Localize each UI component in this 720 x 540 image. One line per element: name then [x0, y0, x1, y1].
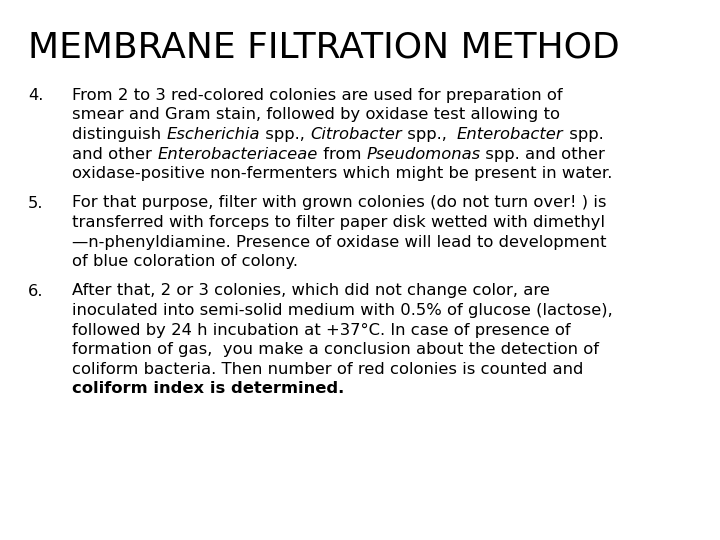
Text: —n-phenyldiamine. Presence of oxidase will lead to development: —n-phenyldiamine. Presence of oxidase wi…: [72, 234, 606, 249]
Text: of blue coloration of colony.: of blue coloration of colony.: [72, 254, 298, 269]
Text: MEMBRANE FILTRATION METHOD: MEMBRANE FILTRATION METHOD: [28, 30, 620, 64]
Text: 4.: 4.: [28, 88, 43, 103]
Text: distinguish: distinguish: [72, 127, 166, 142]
Text: Enterobacter: Enterobacter: [457, 127, 564, 142]
Text: Enterobacteriaceae: Enterobacteriaceae: [157, 146, 318, 161]
Text: spp.: spp.: [564, 127, 603, 142]
Text: 5.: 5.: [28, 195, 43, 211]
Text: After that, 2 or 3 colonies, which did not change color, are: After that, 2 or 3 colonies, which did n…: [72, 284, 550, 299]
Text: followed by 24 h incubation at +37°C. In case of presence of: followed by 24 h incubation at +37°C. In…: [72, 322, 571, 338]
Text: spp.,: spp.,: [260, 127, 310, 142]
Text: transferred with forceps to filter paper disk wetted with dimethyl: transferred with forceps to filter paper…: [72, 215, 605, 230]
Text: from: from: [318, 146, 366, 161]
Text: Pseudomonas: Pseudomonas: [366, 146, 480, 161]
Text: coliform index is determined.: coliform index is determined.: [72, 381, 344, 396]
Text: smear and Gram stain, followed by oxidase test allowing to: smear and Gram stain, followed by oxidas…: [72, 107, 560, 123]
Text: From 2 to 3 red-colored colonies are used for preparation of: From 2 to 3 red-colored colonies are use…: [72, 88, 562, 103]
Text: 6.: 6.: [28, 284, 43, 299]
Text: spp. and other: spp. and other: [480, 146, 606, 161]
Text: and other: and other: [72, 146, 157, 161]
Text: oxidase-positive non-fermenters which might be present in water.: oxidase-positive non-fermenters which mi…: [72, 166, 613, 181]
Text: coliform bacteria. Then number of red colonies is counted and: coliform bacteria. Then number of red co…: [72, 361, 583, 376]
Text: formation of gas,  you make a conclusion about the detection of: formation of gas, you make a conclusion …: [72, 342, 599, 357]
Text: inoculated into semi-solid medium with 0.5% of glucose (lactose),: inoculated into semi-solid medium with 0…: [72, 303, 613, 318]
Text: Escherichia: Escherichia: [166, 127, 260, 142]
Text: spp.,: spp.,: [402, 127, 457, 142]
Text: Citrobacter: Citrobacter: [310, 127, 402, 142]
Text: For that purpose, filter with grown colonies (do not turn over! ) is: For that purpose, filter with grown colo…: [72, 195, 606, 211]
